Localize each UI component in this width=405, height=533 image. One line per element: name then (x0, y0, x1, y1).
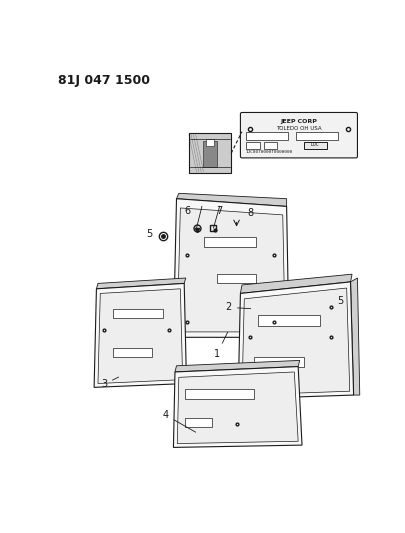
Text: 8: 8 (247, 208, 253, 217)
Text: 7: 7 (216, 206, 222, 216)
Polygon shape (241, 288, 349, 395)
Bar (113, 309, 163, 318)
Polygon shape (350, 278, 359, 395)
Bar (303, 142, 326, 149)
Polygon shape (98, 335, 182, 384)
Text: 3: 3 (101, 377, 118, 390)
Bar (113, 348, 151, 357)
Polygon shape (177, 372, 297, 443)
Bar (245, 142, 259, 149)
Bar (258, 315, 319, 326)
Bar (205, 140, 214, 146)
Polygon shape (173, 199, 288, 337)
Text: TOLEDO OH USA: TOLEDO OH USA (275, 126, 321, 131)
Polygon shape (98, 289, 182, 384)
Polygon shape (242, 337, 349, 395)
Bar (185, 418, 211, 427)
Polygon shape (176, 193, 286, 206)
Text: 5: 5 (337, 296, 343, 306)
Text: 5: 5 (146, 229, 152, 239)
Bar (204, 237, 255, 247)
Text: 2: 2 (225, 302, 250, 312)
Bar (254, 357, 304, 367)
Polygon shape (181, 284, 284, 332)
Bar (202, 141, 216, 167)
Text: DOC: DOC (310, 142, 319, 147)
Text: 6: 6 (184, 206, 190, 216)
Polygon shape (173, 367, 301, 447)
Bar (295, 133, 337, 140)
Polygon shape (96, 278, 185, 289)
Bar (185, 389, 254, 399)
Bar (188, 133, 230, 173)
Text: 81J 047 1500: 81J 047 1500 (58, 74, 149, 87)
Bar (245, 133, 288, 140)
Text: 4: 4 (162, 410, 195, 432)
Bar (263, 142, 277, 149)
Polygon shape (177, 208, 284, 332)
Polygon shape (240, 274, 351, 294)
Polygon shape (175, 360, 299, 372)
Polygon shape (237, 282, 353, 399)
Polygon shape (177, 410, 297, 443)
Text: 1JC0070000T0000000: 1JC0070000T0000000 (245, 150, 292, 154)
FancyBboxPatch shape (240, 112, 356, 158)
Polygon shape (94, 284, 186, 387)
Bar (217, 274, 255, 284)
Text: 1: 1 (214, 332, 227, 359)
Text: JEEP CORP: JEEP CORP (280, 119, 317, 124)
